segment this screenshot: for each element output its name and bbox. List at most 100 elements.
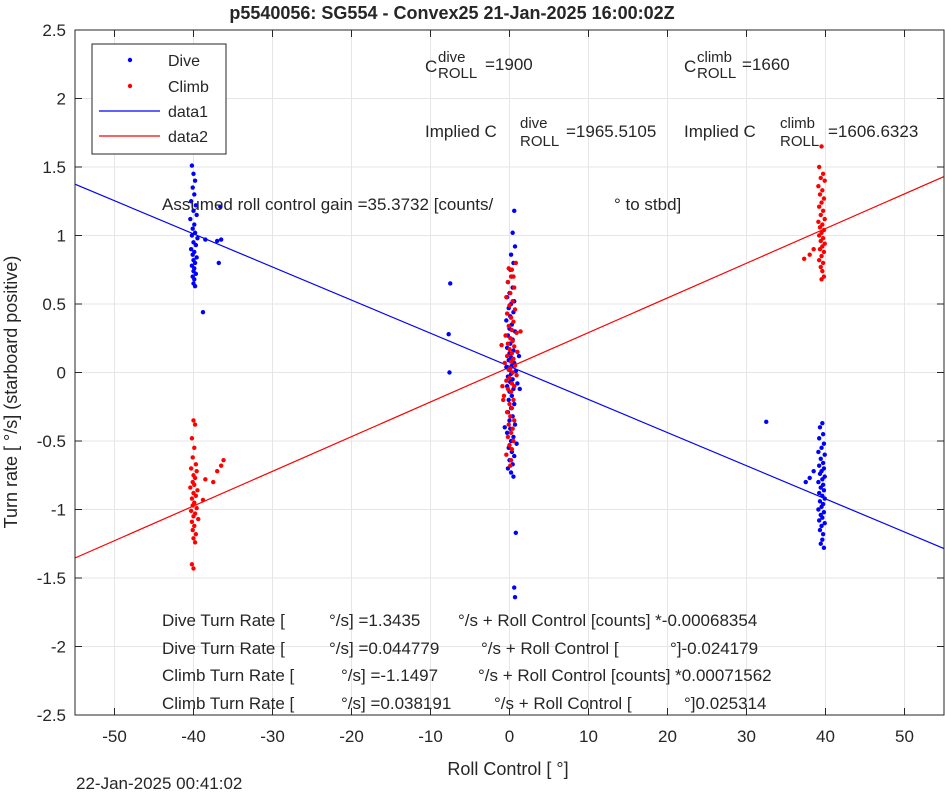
climb-point [820, 188, 825, 193]
eq-line-1-c: °/s + Roll Control [counts] *-0.00068354 [458, 611, 757, 630]
dive-point [817, 425, 823, 430]
scatter-points [188, 144, 827, 600]
climb-point [816, 164, 822, 170]
climb-point [504, 410, 510, 415]
climb-point [822, 216, 827, 222]
dive-point [821, 545, 827, 551]
dive-point [512, 453, 517, 459]
dive-point [193, 271, 199, 277]
c-climb-value: =1660 [742, 55, 790, 74]
climb-point [811, 247, 816, 252]
climb-point [817, 247, 823, 252]
climb-point [221, 457, 226, 463]
climb-point [514, 373, 519, 378]
y-tick-label: -2.5 [37, 706, 66, 725]
climb-point [821, 196, 827, 201]
dive-point [822, 452, 827, 457]
climb-point [195, 488, 200, 493]
implied-climb-superscript: climb [780, 115, 815, 132]
dive-point [817, 499, 823, 504]
dive-point [818, 541, 823, 546]
climb-point [817, 225, 823, 230]
dive-point [215, 238, 220, 244]
climb-point [511, 319, 516, 325]
climb-point [193, 462, 199, 467]
dive-point [218, 237, 224, 242]
climb-point [506, 367, 511, 372]
climb-point [820, 260, 826, 266]
c-dive-symbol: C [425, 57, 437, 76]
dive-point [193, 203, 199, 208]
dive-point [446, 331, 451, 337]
climb-point [820, 208, 826, 214]
c-dive-subscript: ROLL [438, 65, 477, 82]
climb-point [818, 212, 823, 218]
dive-point [203, 237, 208, 242]
climb-point [512, 344, 517, 349]
dive-point [192, 178, 198, 183]
climb-point [505, 279, 511, 285]
x-axis-label: Roll Control [ °] [447, 759, 568, 779]
dive-point [807, 475, 812, 481]
dive-point [820, 537, 825, 542]
dive-point [192, 283, 198, 289]
dive-point [821, 510, 827, 515]
climb-point [507, 303, 512, 308]
climb-point [816, 257, 822, 263]
dive-point [502, 425, 507, 430]
climb-point [191, 514, 196, 519]
y-tick-label: -2 [51, 638, 66, 657]
dive-point [512, 208, 517, 214]
climb-point [192, 482, 197, 488]
dive-point [816, 463, 822, 468]
climb-point [807, 252, 812, 257]
c-dive-value: =1900 [485, 55, 533, 74]
eq-line-3-b: °/s] =-1.1497 [341, 666, 438, 685]
climb-point [816, 183, 821, 189]
climb-point [512, 285, 517, 290]
climb-point [504, 353, 510, 359]
fit-equations: Dive Turn Rate [ °/s] =1.3435 °/s + Roll… [162, 611, 772, 713]
dive-point [820, 460, 826, 466]
x-tick-label: -20 [339, 727, 364, 746]
dive-point [816, 449, 821, 455]
implied-dive-prefix: Implied C [425, 122, 497, 141]
climb-point [200, 497, 206, 503]
dive-point [218, 204, 223, 209]
climb-point [508, 457, 514, 463]
climb-point [510, 299, 515, 304]
climb-point [191, 536, 196, 541]
dive-point [192, 260, 198, 266]
dive-point [189, 233, 195, 238]
x-tick-label: 20 [658, 727, 677, 746]
x-tick-label: -40 [181, 727, 206, 746]
climb-point [192, 475, 198, 481]
dive-point [820, 420, 825, 426]
climb-point [512, 363, 518, 368]
dive-point [190, 252, 195, 257]
gain-text: Assumed roll control gain =35.3732 [coun… [162, 195, 494, 214]
dive-point [192, 230, 198, 235]
dive-point [191, 171, 196, 177]
climb-point [190, 455, 195, 460]
climb-point [822, 178, 827, 183]
climb-point [191, 418, 196, 423]
implied-climb-subscript: ROLL [780, 133, 819, 150]
dive-point [507, 418, 512, 423]
climb-point [189, 436, 195, 441]
eq-line-4-b: °/s] =0.038191 [341, 694, 451, 713]
gain-unit: ° to stbd] [614, 195, 681, 214]
legend-data1-label: data1 [168, 104, 208, 121]
climb-point [512, 384, 517, 389]
x-tick-label: 30 [737, 727, 756, 746]
dive-point [192, 192, 197, 197]
climb-point [817, 192, 823, 197]
climb-point [518, 329, 523, 334]
climb-point [818, 175, 823, 181]
x-tick-label: 0 [505, 727, 514, 746]
climb-point [500, 397, 506, 403]
y-tick-label: 2 [57, 90, 66, 109]
roll-constant-annotations: C dive ROLL =1900 C climb ROLL =1660 Imp… [162, 49, 918, 214]
climb-point [506, 266, 511, 271]
climb-point [505, 341, 511, 346]
